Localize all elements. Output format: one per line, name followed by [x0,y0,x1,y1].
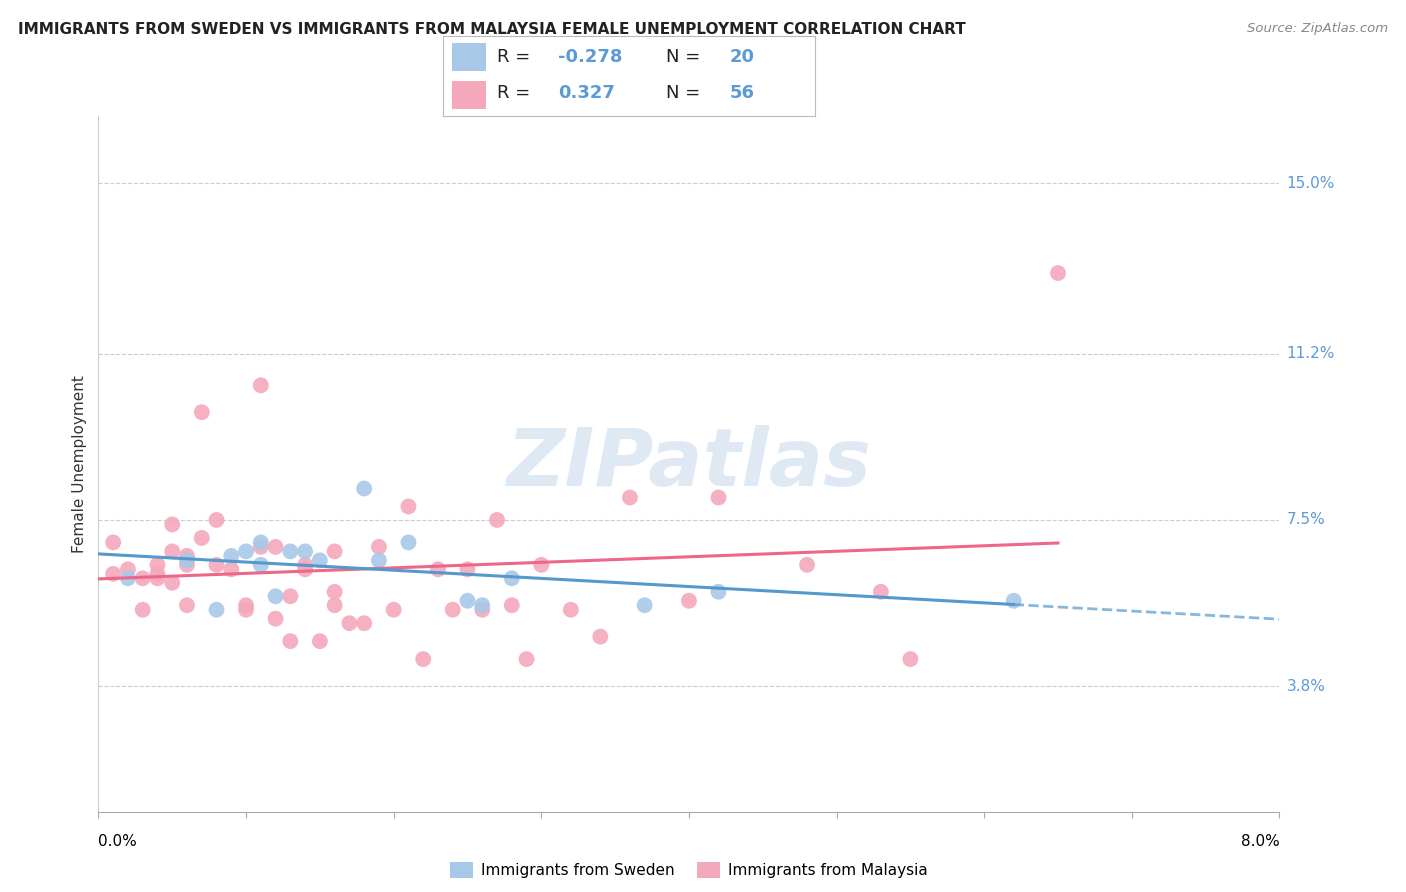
Text: 0.327: 0.327 [558,85,616,103]
Point [278,634,301,648]
Point [176,553,198,567]
Point [367,553,389,567]
Text: N =: N = [666,85,706,103]
Text: 0.0%: 0.0% [98,834,138,849]
Point [162,517,183,532]
Point [619,491,641,505]
Point [426,562,449,576]
Point [501,599,523,613]
Text: R =: R = [496,47,536,65]
Point [456,562,478,576]
Point [250,540,273,554]
Bar [453,80,485,109]
Point [1046,266,1069,280]
Point [205,603,228,617]
Point [250,558,273,572]
Point [530,558,553,572]
Point [278,589,301,603]
Point [235,599,257,613]
Point [191,405,214,419]
Text: 20: 20 [730,47,755,65]
Text: 11.2%: 11.2% [1286,346,1334,361]
Point [176,558,198,572]
Point [471,599,494,613]
Point [707,491,730,505]
Point [396,500,419,514]
Point [205,513,228,527]
Text: N =: N = [666,47,706,65]
Point [294,562,316,576]
Point [678,593,700,607]
Text: IMMIGRANTS FROM SWEDEN VS IMMIGRANTS FROM MALAYSIA FEMALE UNEMPLOYMENT CORRELATI: IMMIGRANTS FROM SWEDEN VS IMMIGRANTS FRO… [18,22,966,37]
Text: -0.278: -0.278 [558,47,623,65]
Point [235,544,257,558]
Point [176,549,198,563]
Point [146,558,169,572]
Text: ZIPatlas: ZIPatlas [506,425,872,503]
Point [353,482,375,496]
Point [132,571,155,585]
Point [219,562,242,576]
Point [796,558,818,572]
Point [560,603,582,617]
Point [308,634,332,648]
Point [485,513,508,527]
Point [323,599,346,613]
Point [250,378,273,392]
Point [323,584,346,599]
Point [337,616,360,631]
Point [176,599,198,613]
Point [117,562,139,576]
Text: 8.0%: 8.0% [1240,834,1279,849]
Point [501,571,523,585]
Point [191,531,214,545]
Point [219,549,242,563]
Point [264,612,287,626]
Point [353,616,375,631]
Point [382,603,405,617]
Point [205,558,228,572]
Point [441,603,464,617]
Point [250,535,273,549]
Point [396,535,419,549]
Point [103,566,124,581]
Point [294,558,316,572]
Point [103,535,124,549]
Point [471,603,494,617]
Text: Source: ZipAtlas.com: Source: ZipAtlas.com [1247,22,1388,36]
Point [235,603,257,617]
Point [308,553,332,567]
Point [264,540,287,554]
Point [162,575,183,590]
Text: 3.8%: 3.8% [1286,679,1326,694]
Point [1002,593,1025,607]
Text: R =: R = [496,85,536,103]
Point [707,584,730,599]
Point [367,540,389,554]
Point [633,599,655,613]
Point [898,652,921,666]
Point [515,652,537,666]
Point [412,652,434,666]
Point [589,630,612,644]
Legend: Immigrants from Sweden, Immigrants from Malaysia: Immigrants from Sweden, Immigrants from … [444,856,934,884]
Y-axis label: Female Unemployment: Female Unemployment [72,375,87,553]
Point [162,544,183,558]
Point [278,544,301,558]
Point [264,589,287,603]
Text: 15.0%: 15.0% [1286,176,1334,191]
Point [117,571,139,585]
Point [132,603,155,617]
Point [146,566,169,581]
Point [146,571,169,585]
Text: 7.5%: 7.5% [1286,512,1326,527]
Point [869,584,891,599]
Point [294,544,316,558]
Point [456,593,478,607]
Bar [453,43,485,71]
Point [323,544,346,558]
Text: 56: 56 [730,85,755,103]
